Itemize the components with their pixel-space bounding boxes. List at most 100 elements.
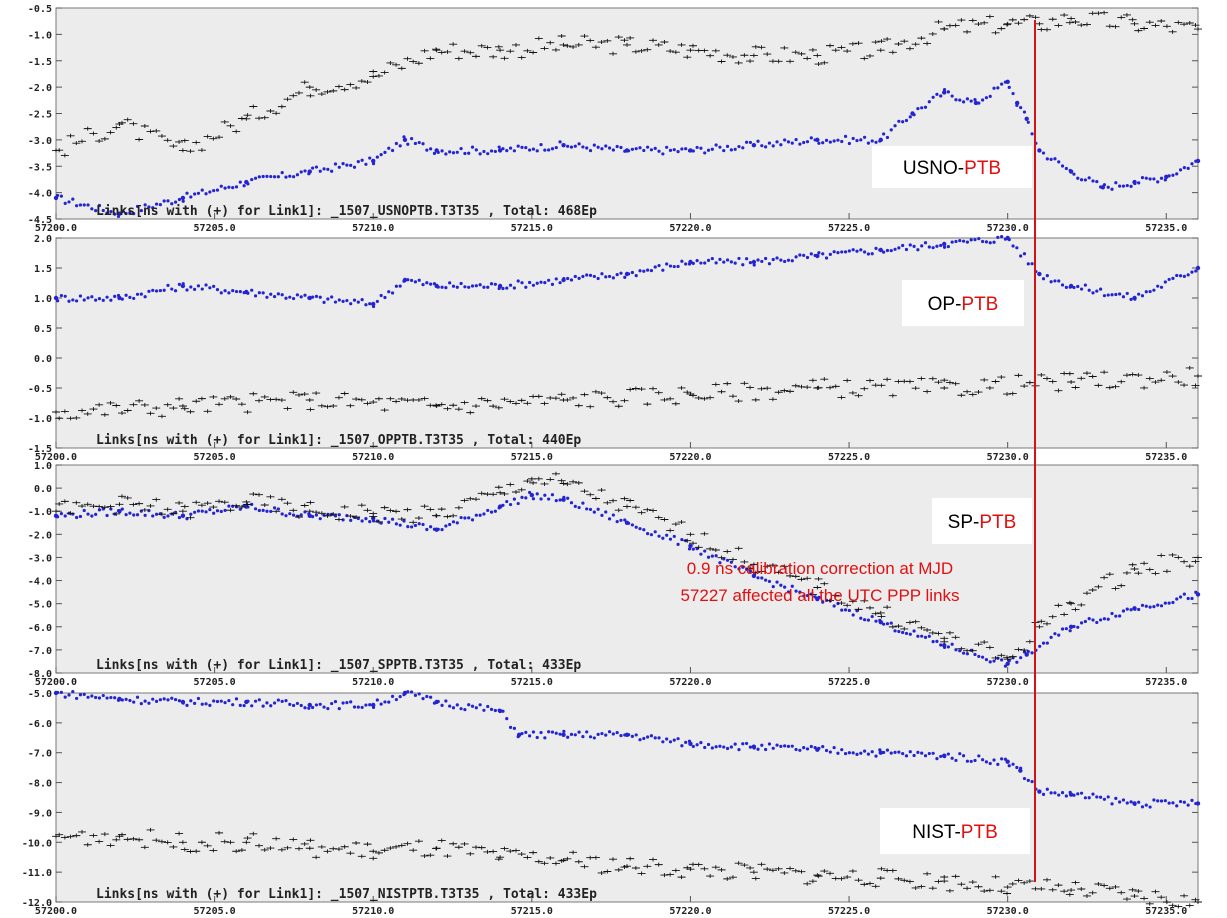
- data-point: [997, 653, 1006, 658]
- data-point: [426, 507, 435, 512]
- data-point: [1174, 904, 1183, 909]
- data-point: [543, 493, 547, 497]
- data-point: [603, 869, 612, 874]
- data-point: [680, 744, 684, 748]
- data-point: [954, 98, 958, 102]
- series-dots: [53, 690, 1201, 809]
- data-point: [303, 169, 307, 173]
- link-label-reference: PTB: [964, 158, 1001, 179]
- data-point: [592, 143, 596, 147]
- data-point: [78, 504, 87, 509]
- data-point: [894, 876, 903, 881]
- data-point: [977, 237, 981, 241]
- data-point: [534, 859, 543, 864]
- data-point: [728, 875, 737, 880]
- data-point: [691, 547, 695, 551]
- data-point: [180, 504, 189, 509]
- data-point: [740, 53, 749, 58]
- data-point: [357, 854, 366, 859]
- data-point: [72, 833, 81, 838]
- data-point: [1162, 569, 1171, 574]
- series-crosses: [52, 365, 1202, 421]
- data-point: [557, 858, 566, 863]
- data-point: [677, 520, 686, 525]
- data-point: [1091, 291, 1095, 295]
- data-point: [757, 862, 766, 867]
- data-point: [786, 573, 795, 578]
- data-point: [364, 517, 368, 521]
- data-point: [814, 385, 823, 390]
- data-point: [284, 175, 288, 179]
- data-point: [496, 855, 505, 860]
- data-point: [129, 402, 138, 407]
- data-point: [189, 195, 193, 199]
- data-point: [588, 507, 593, 512]
- data-point: [786, 590, 791, 594]
- data-point: [535, 281, 539, 285]
- data-point: [300, 841, 309, 846]
- data-point: [563, 482, 572, 487]
- data-point: [246, 505, 250, 509]
- data-point: [677, 42, 686, 47]
- data-point: [294, 90, 303, 95]
- data-point: [546, 477, 555, 482]
- data-point: [1133, 607, 1137, 611]
- data-point: [459, 281, 463, 286]
- data-point: [637, 48, 646, 53]
- data-point: [992, 659, 996, 663]
- data-point: [988, 761, 992, 766]
- data-point: [1060, 627, 1065, 631]
- data-point: [288, 512, 292, 516]
- x-tick-label: 57210.0: [352, 677, 394, 688]
- data-point: [82, 203, 86, 207]
- y-tick-label: -11.0: [22, 868, 52, 879]
- data-point: [614, 508, 623, 513]
- data-point: [843, 875, 852, 880]
- data-point: [269, 292, 273, 296]
- data-point: [1117, 890, 1126, 895]
- data-point: [417, 140, 421, 145]
- data-point: [1175, 597, 1179, 601]
- data-point: [790, 744, 794, 748]
- data-point: [771, 585, 775, 589]
- data-point: [744, 140, 749, 144]
- data-point: [1068, 624, 1074, 629]
- data-point: [1057, 160, 1061, 164]
- data-point: [196, 284, 201, 288]
- data-point: [1057, 793, 1061, 797]
- data-point: [255, 492, 264, 497]
- data-point: [767, 579, 772, 584]
- data-point: [128, 295, 132, 299]
- x-tick-label: 57220.0: [669, 677, 711, 688]
- data-point: [1024, 116, 1029, 121]
- data-point: [152, 128, 161, 133]
- data-point: [500, 846, 509, 851]
- data-point: [226, 840, 235, 845]
- data-point: [604, 733, 608, 737]
- data-point: [630, 734, 634, 738]
- data-point: [824, 256, 829, 260]
- data-point: [865, 378, 874, 383]
- data-point: [83, 411, 92, 416]
- data-point: [420, 396, 429, 401]
- data-point: [1186, 596, 1190, 601]
- data-point: [954, 239, 958, 244]
- data-point: [680, 537, 684, 542]
- data-point: [1133, 297, 1137, 301]
- data-point: [238, 703, 242, 707]
- data-point: [203, 409, 212, 414]
- data-point: [588, 735, 593, 739]
- data-point: [1000, 658, 1004, 662]
- data-point: [1162, 370, 1171, 375]
- data-point: [557, 33, 566, 38]
- data-point: [700, 396, 709, 401]
- data-point: [710, 256, 714, 261]
- data-point: [1008, 881, 1017, 886]
- x-tick-label: 57230.0: [987, 906, 1029, 917]
- data-point: [997, 26, 1006, 31]
- y-tick-label: -2.0: [28, 83, 52, 94]
- data-point: [604, 144, 608, 148]
- data-point: [1094, 383, 1103, 388]
- data-point: [657, 263, 661, 268]
- data-point: [558, 498, 562, 502]
